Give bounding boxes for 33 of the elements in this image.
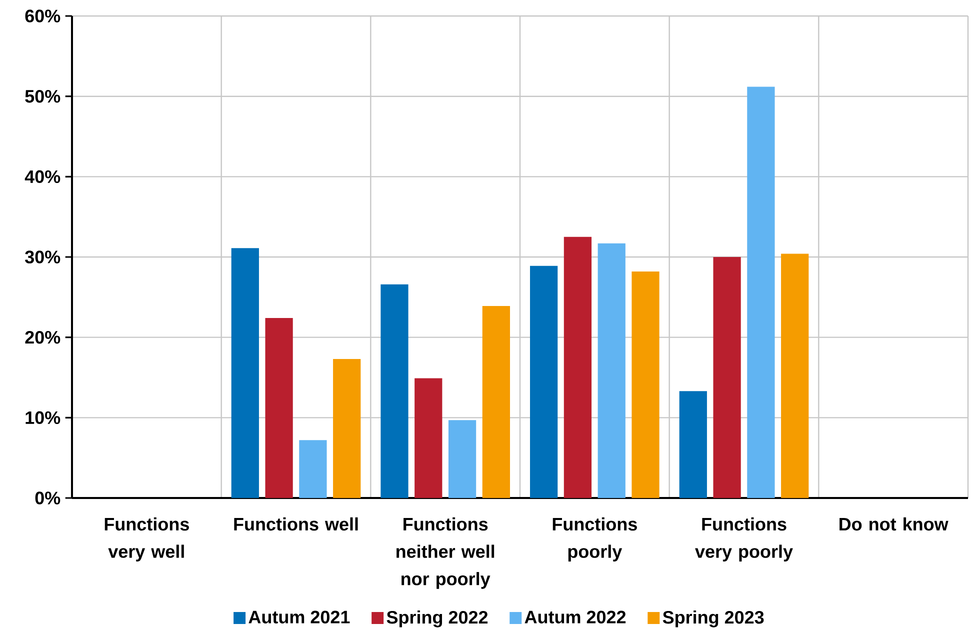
y-tick-label: 20%: [25, 330, 60, 344]
bar: [265, 318, 293, 498]
x-tick-label: Functions very well: [104, 517, 189, 562]
bar: [414, 378, 442, 498]
legend-label: Autum 2021: [248, 610, 350, 624]
bar: [299, 440, 327, 498]
x-tick-label: Functions neither well nor poorly: [396, 517, 494, 589]
y-tick-label: 40%: [24, 170, 60, 184]
bar: [679, 391, 707, 498]
y-tick-label: 30%: [25, 250, 60, 264]
bar: [380, 284, 408, 498]
bar: [747, 86, 775, 498]
x-tick-label: Do not know: [840, 517, 948, 531]
y-tick-label: 0%: [35, 492, 60, 504]
y-tick-label: 50%: [25, 90, 60, 103]
bar: [564, 236, 592, 498]
bar: [333, 359, 361, 498]
legend-label: Spring 2023: [662, 610, 764, 628]
bar: [713, 257, 741, 498]
bar: [530, 266, 558, 498]
y-tick-label: 10%: [26, 411, 60, 424]
bar: [781, 254, 809, 498]
bar: [632, 271, 660, 498]
x-tick-label: Functions poorly: [552, 517, 637, 562]
legend-label: Autum 2022: [524, 610, 626, 624]
legend-label: Spring 2022: [386, 610, 488, 628]
bar: [598, 243, 626, 498]
bar: [231, 248, 259, 498]
x-tick-label: Functions well: [234, 517, 358, 531]
x-tick-label: Functions very poorly: [695, 517, 793, 562]
bar: [482, 306, 510, 498]
y-tick-label: 60%: [25, 10, 60, 22]
bar: [448, 420, 476, 498]
